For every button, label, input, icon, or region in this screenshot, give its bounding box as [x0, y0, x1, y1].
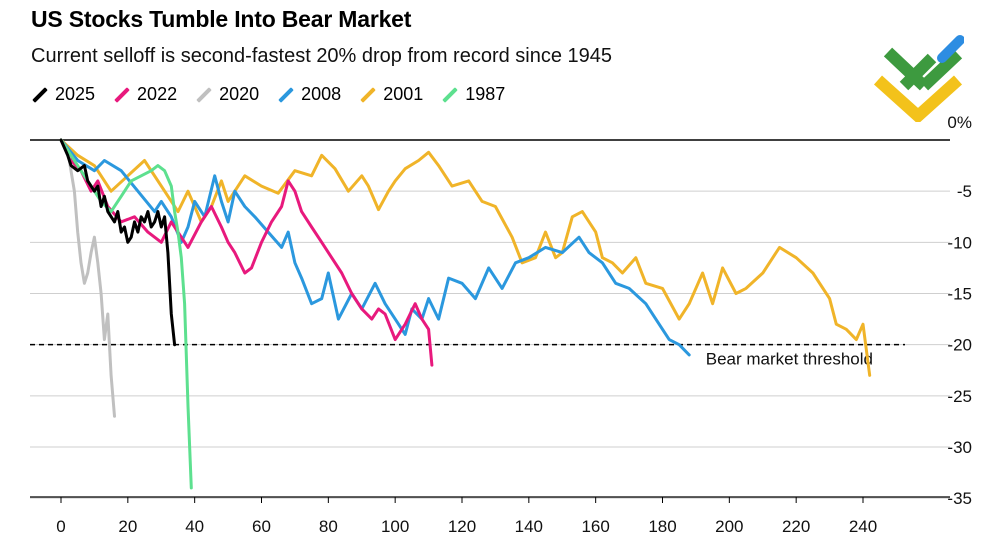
- legend-item-2025: 2025: [31, 84, 95, 105]
- y-tick-label: -30: [947, 438, 972, 457]
- x-tick-label: 140: [515, 517, 543, 536]
- y-tick-label: -10: [947, 233, 972, 252]
- threshold-label: Bear market threshold: [706, 350, 873, 369]
- legend-item-2008: 2008: [277, 84, 341, 105]
- x-tick-label: 60: [252, 517, 271, 536]
- x-tick-label: 240: [849, 517, 877, 536]
- x-tick-label: 40: [185, 517, 204, 536]
- legend-label: 2001: [383, 84, 424, 104]
- x-tick-label: 220: [782, 517, 810, 536]
- x-tick-label: 200: [715, 517, 743, 536]
- x-tick-label: 120: [448, 517, 476, 536]
- chart-subtitle: Current selloff is second-fastest 20% dr…: [31, 45, 613, 67]
- y-tick-label: -5: [957, 182, 972, 201]
- series-line-2022: [59, 138, 434, 367]
- legend-label: 2008: [301, 84, 342, 104]
- chart-legend: 2025 2022 2020 2008 2001 1987: [31, 84, 505, 105]
- series-line-2025: [59, 138, 177, 347]
- brand-logo-icon: [873, 35, 964, 122]
- legend-label: 2025: [55, 84, 96, 104]
- chart-title: US Stocks Tumble Into Bear Market: [31, 6, 412, 32]
- legend-item-2022: 2022: [113, 84, 177, 105]
- legend-item-1987: 1987: [441, 84, 505, 105]
- legend-item-2001: 2001: [359, 84, 423, 105]
- legend-label: 1987: [465, 84, 506, 104]
- y-tick-label: -25: [947, 387, 972, 406]
- x-tick-label: 20: [118, 517, 137, 536]
- x-tick-label: 180: [648, 517, 676, 536]
- y-tick-label: -20: [947, 336, 972, 355]
- legend-item-2020: 2020: [195, 84, 259, 105]
- legend-label: 2020: [219, 84, 260, 104]
- x-tick-label: 160: [581, 517, 609, 536]
- x-tick-label: 100: [381, 517, 409, 536]
- x-tick-label: 80: [319, 517, 338, 536]
- x-tick-label: 0: [56, 517, 65, 536]
- legend-label: 2022: [137, 84, 178, 104]
- series-line-2008: [59, 138, 691, 357]
- y-tick-label: -15: [947, 285, 972, 304]
- y-tick-label: 0%: [947, 113, 972, 132]
- y-tick-label: -35: [947, 489, 972, 508]
- series-line-2001: [59, 138, 872, 377]
- series-line-2020: [59, 138, 116, 418]
